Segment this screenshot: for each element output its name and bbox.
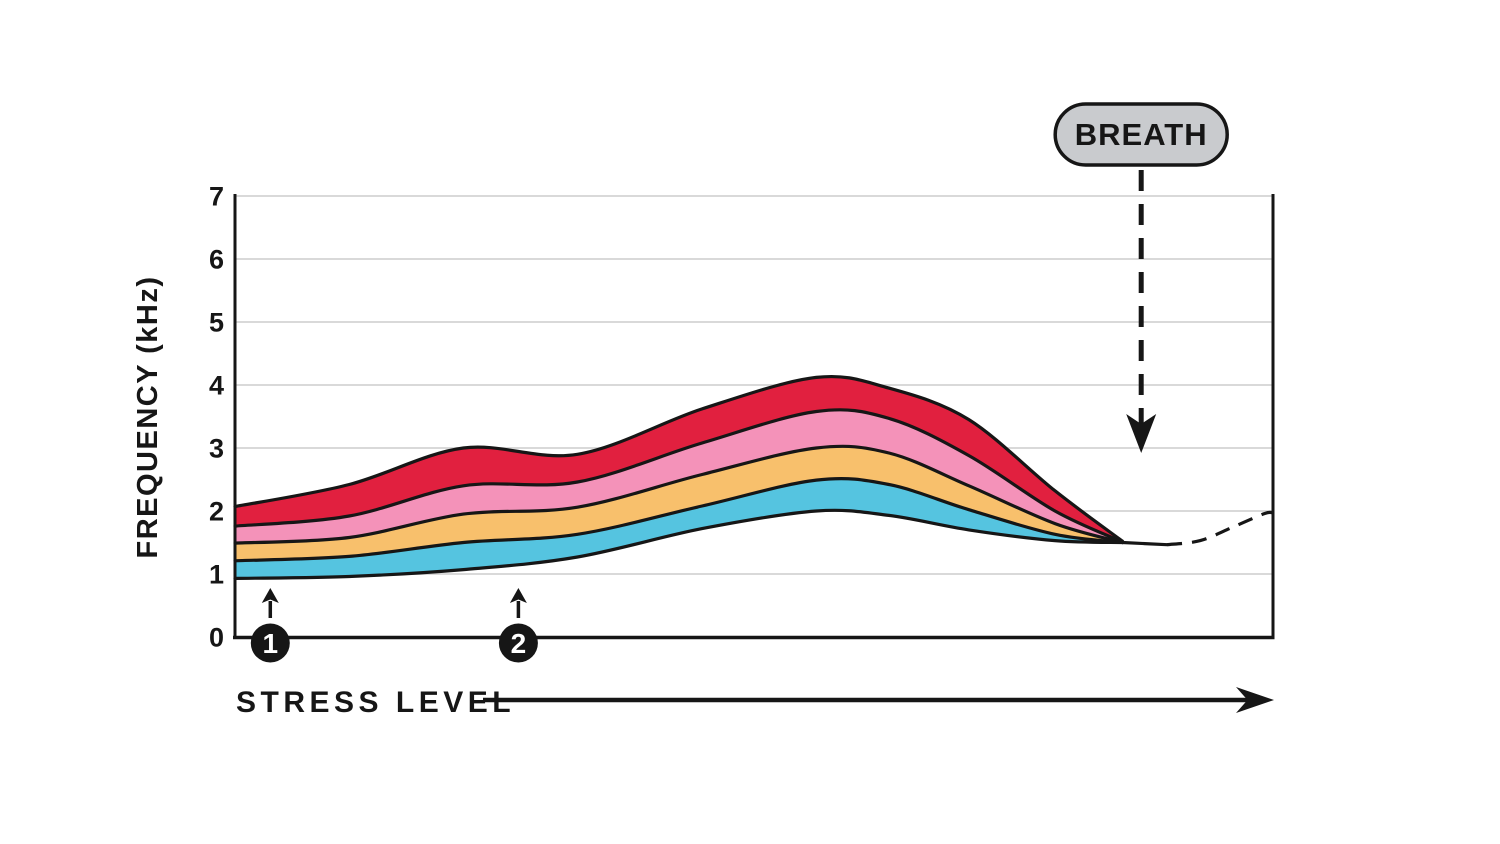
band-boundary-line-red-top xyxy=(233,374,1125,543)
breath-annotation: BREATH xyxy=(1053,102,1229,453)
y-axis-tick-label: 1 xyxy=(209,560,224,590)
stress-marker-2: 2 xyxy=(498,588,538,663)
y-axis-tick-label: 0 xyxy=(209,623,224,653)
y-axis-tick-label: 5 xyxy=(209,308,224,338)
marker-number: 1 xyxy=(263,628,279,659)
breath-arrowhead-icon xyxy=(1126,414,1157,453)
bands-layer xyxy=(233,374,1125,580)
dashed-continuation-line xyxy=(1166,510,1274,547)
y-axis-ticks: 0 1 2 3 4 5 6 7 xyxy=(209,182,224,653)
y-axis-tick-label: 2 xyxy=(209,497,224,527)
x-axis-arrow-icon xyxy=(483,687,1274,713)
band-orange xyxy=(235,446,1123,561)
band-pink xyxy=(235,409,1123,544)
breath-badge-label: BREATH xyxy=(1075,117,1208,152)
x-axis-arrowhead-icon xyxy=(1236,687,1274,713)
stress-marker-1: 1 xyxy=(250,588,290,663)
band-boundary-line-pink-top xyxy=(233,408,1125,544)
marker-up-arrowhead-icon xyxy=(509,588,527,603)
marker-number: 2 xyxy=(511,628,527,659)
y-axis-tick-label: 4 xyxy=(209,371,224,401)
continuation-layer xyxy=(1120,510,1274,547)
breath-badge xyxy=(1053,102,1229,167)
marker-circle xyxy=(498,623,538,663)
marker-up-arrowhead-icon xyxy=(261,588,279,603)
y-axis-tick-label: 3 xyxy=(209,434,224,464)
band-boundary-line-orange-top xyxy=(233,444,1125,545)
band-blue xyxy=(235,478,1123,579)
baseline-tail-line xyxy=(1120,540,1169,547)
marker-circle xyxy=(250,623,290,663)
band-red xyxy=(235,376,1123,542)
y-axis-tick-label: 6 xyxy=(209,245,224,275)
x-axis-title: STRESS LEVEL xyxy=(236,686,515,719)
y-axis-tick-label: 7 xyxy=(209,182,224,212)
band-boundary-line-blue-top xyxy=(233,476,1125,563)
y-axis-title: FREQUENCY (kHz) xyxy=(132,276,164,559)
band-boundary-line-bottom xyxy=(233,508,1125,580)
